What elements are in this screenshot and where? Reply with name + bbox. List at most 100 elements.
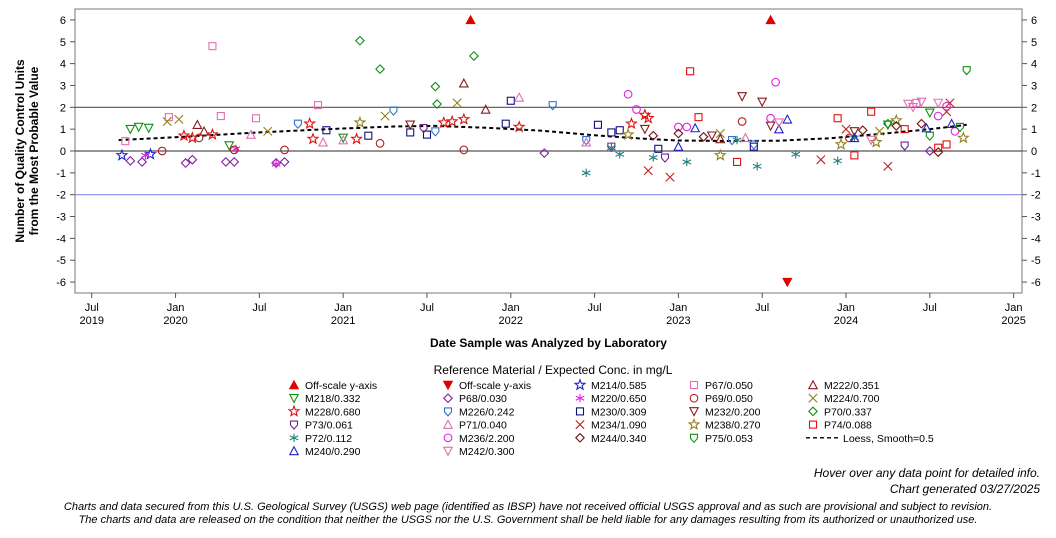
data-point-P67[interactable] — [216, 111, 225, 121]
data-point-M224[interactable] — [162, 116, 172, 127]
data-point-P75[interactable] — [925, 131, 934, 142]
data-point-M230[interactable] — [322, 126, 331, 135]
data-point-M230[interactable] — [364, 131, 373, 140]
data-point-M218[interactable] — [143, 123, 154, 134]
data-point-M224[interactable] — [874, 126, 885, 136]
data-point-P74[interactable] — [942, 140, 951, 149]
data-point-P69[interactable] — [375, 139, 385, 148]
data-point-M230[interactable] — [615, 126, 624, 135]
data-point-M228[interactable] — [177, 128, 191, 142]
data-point-P72[interactable] — [581, 168, 591, 178]
data-point-M244[interactable] — [933, 147, 944, 158]
data-point-M230[interactable] — [607, 128, 616, 137]
data-point-P68[interactable] — [279, 156, 290, 167]
data-point-P71[interactable] — [338, 134, 349, 145]
data-point-P72[interactable] — [791, 150, 801, 159]
data-point-P72[interactable] — [682, 157, 692, 167]
data-point-M228[interactable] — [306, 132, 320, 145]
data-point-M242[interactable] — [902, 99, 914, 110]
data-point-M238[interactable] — [869, 135, 883, 148]
data-point-M224[interactable] — [380, 111, 390, 121]
data-point-M234[interactable] — [945, 98, 955, 108]
data-point-M228[interactable] — [457, 112, 471, 125]
data-point-M214[interactable] — [115, 148, 129, 161]
data-point-M218[interactable] — [924, 108, 935, 119]
data-point-M244[interactable] — [916, 118, 927, 129]
data-point-M218[interactable] — [224, 141, 235, 151]
data-point-M218[interactable] — [125, 124, 136, 135]
data-point-M240[interactable] — [921, 122, 932, 133]
data-point-M244[interactable] — [673, 128, 684, 139]
data-point-M238[interactable] — [353, 115, 367, 129]
data-point-P70[interactable] — [882, 118, 893, 129]
data-point-M236[interactable] — [682, 122, 692, 132]
data-point-M220[interactable] — [271, 159, 281, 169]
data-point-offup[interactable] — [465, 14, 476, 25]
data-point-P72[interactable] — [752, 162, 762, 171]
data-point-M226[interactable] — [749, 140, 758, 150]
data-point-P70[interactable] — [430, 81, 441, 92]
data-point-M242[interactable] — [866, 135, 877, 146]
data-point-P69[interactable] — [280, 145, 289, 155]
data-point-M230[interactable] — [749, 142, 758, 151]
data-point-M238[interactable] — [956, 131, 970, 144]
data-point-offdown[interactable] — [782, 277, 793, 288]
data-point-M226[interactable] — [431, 127, 440, 137]
data-point-M228[interactable] — [625, 116, 638, 130]
data-point-M230[interactable] — [506, 96, 515, 105]
data-point-P71[interactable] — [581, 136, 592, 147]
data-point-M224[interactable] — [263, 126, 273, 136]
data-point-P73[interactable] — [419, 124, 428, 134]
data-point-P69[interactable] — [157, 146, 167, 156]
data-point-M228[interactable] — [303, 116, 317, 130]
data-point-P74[interactable] — [850, 151, 859, 160]
data-point-M222[interactable] — [715, 133, 726, 144]
data-point-M238[interactable] — [713, 148, 727, 161]
data-point-M232[interactable] — [639, 124, 650, 135]
data-point-P68[interactable] — [229, 156, 240, 167]
data-point-M218[interactable] — [338, 133, 349, 144]
data-point-P72[interactable] — [648, 153, 658, 162]
data-point-P68[interactable] — [187, 154, 198, 165]
data-point-M238[interactable] — [834, 137, 848, 150]
data-point-P69[interactable] — [229, 145, 239, 155]
data-point-P74[interactable] — [867, 107, 876, 116]
data-point-M234[interactable] — [665, 172, 675, 182]
data-point-M232[interactable] — [736, 92, 748, 102]
data-point-P74[interactable] — [686, 67, 695, 76]
data-point-P69[interactable] — [737, 117, 747, 126]
data-point-P73[interactable] — [900, 141, 909, 151]
data-point-P70[interactable] — [468, 50, 479, 61]
data-point-M242[interactable] — [933, 98, 944, 109]
data-point-P70[interactable] — [432, 99, 443, 110]
data-point-M236[interactable] — [771, 77, 780, 87]
data-point-M242[interactable] — [773, 118, 785, 128]
data-point-offup[interactable] — [765, 14, 776, 25]
data-point-P70[interactable] — [354, 35, 365, 46]
data-point-M240[interactable] — [690, 122, 701, 133]
data-point-M240[interactable] — [782, 113, 793, 124]
data-point-P68[interactable] — [137, 156, 148, 167]
data-point-M232[interactable] — [405, 120, 416, 131]
data-point-M230[interactable] — [422, 130, 432, 139]
data-point-P74[interactable] — [733, 157, 742, 166]
data-point-M244[interactable] — [891, 120, 902, 131]
data-point-P72[interactable] — [606, 143, 616, 152]
data-point-P71[interactable] — [740, 132, 751, 143]
data-point-M242[interactable] — [907, 103, 919, 113]
data-point-M234[interactable] — [643, 166, 653, 176]
data-point-P68[interactable] — [539, 148, 550, 159]
data-point-M218[interactable] — [133, 122, 144, 133]
data-point-M222[interactable] — [458, 77, 469, 88]
data-point-P68[interactable] — [924, 146, 935, 156]
data-point-M228[interactable] — [206, 127, 219, 141]
data-point-M232[interactable] — [706, 131, 718, 142]
data-point-M236[interactable] — [766, 113, 775, 123]
data-point-P71[interactable] — [245, 129, 257, 139]
data-point-M228[interactable] — [350, 132, 364, 145]
data-point-M224[interactable] — [174, 114, 184, 124]
data-point-M244[interactable] — [857, 125, 868, 136]
data-point-P67[interactable] — [164, 113, 173, 122]
data-point-P72[interactable] — [732, 135, 742, 145]
data-point-P67[interactable] — [313, 101, 323, 110]
